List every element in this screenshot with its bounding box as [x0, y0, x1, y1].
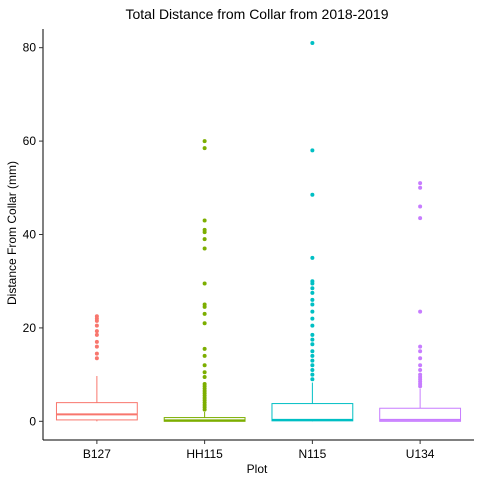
outlier-point: [310, 302, 315, 307]
outlier-point: [310, 148, 315, 153]
outlier-point: [310, 286, 315, 291]
outlier-point: [202, 363, 207, 368]
outlier-point: [310, 377, 315, 382]
outlier-point: [202, 227, 207, 232]
outlier-point: [310, 309, 315, 314]
outlier-point: [310, 297, 315, 302]
outlier-point: [418, 344, 423, 349]
outlier-point: [418, 372, 423, 377]
outlier-point: [202, 246, 207, 251]
outlier-point: [94, 314, 99, 319]
outlier-point: [202, 381, 207, 386]
outlier-point: [310, 349, 315, 354]
outlier-point: [310, 358, 315, 363]
outlier-point: [418, 356, 423, 361]
y-tick-label: 60: [23, 134, 37, 148]
outlier-point: [310, 363, 315, 368]
outlier-point: [202, 321, 207, 326]
outlier-point: [310, 290, 315, 295]
outlier-point: [94, 323, 99, 328]
outlier-point: [202, 370, 207, 375]
outlier-point: [202, 281, 207, 286]
box-U134: [379, 407, 462, 422]
outlier-point: [94, 329, 99, 334]
outlier-point: [418, 185, 423, 190]
outlier-point: [94, 339, 99, 344]
x-tick-label: B127: [83, 447, 111, 461]
outlier-point: [418, 204, 423, 209]
y-tick-label: 80: [23, 41, 37, 55]
outlier-point: [202, 218, 207, 223]
outlier-point: [310, 367, 315, 372]
outlier-point: [310, 41, 315, 46]
y-tick-label: 0: [29, 414, 36, 428]
box-B127: [55, 402, 138, 421]
y-tick-label: 20: [23, 321, 37, 335]
outlier-point: [202, 346, 207, 351]
outlier-point: [202, 374, 207, 379]
outlier-point: [418, 349, 423, 354]
outlier-point: [418, 367, 423, 372]
outlier-point: [202, 237, 207, 242]
outlier-point: [310, 316, 315, 321]
chart-title: Total Distance from Collar from 2018-201…: [125, 6, 388, 22]
outlier-point: [94, 356, 99, 361]
outlier-point: [310, 372, 315, 377]
x-tick-label: HH115: [186, 447, 223, 461]
outlier-point: [310, 332, 315, 337]
x-axis-label: Plot: [247, 462, 268, 476]
outlier-point: [202, 353, 207, 358]
outlier-point: [94, 344, 99, 349]
outlier-point: [418, 363, 423, 368]
plot-area: 0 20 40 60 80 B127 HH115 N115 U134: [23, 29, 474, 461]
outlier-point: [202, 302, 207, 307]
y-tick-label: 40: [23, 228, 37, 242]
outlier-point: [418, 181, 423, 186]
y-axis-label: Distance From Collar (mm): [5, 161, 19, 305]
x-tick-label: U134: [406, 447, 435, 461]
outlier-point: [418, 216, 423, 221]
outlier-point: [310, 353, 315, 358]
box-N115: [271, 403, 354, 422]
x-tick-label: N115: [298, 447, 326, 461]
outlier-point: [310, 192, 315, 197]
outlier-point: [94, 332, 99, 337]
outlier-point: [94, 351, 99, 356]
outlier-point: [418, 309, 423, 314]
outlier-point: [310, 342, 315, 347]
outlier-point: [202, 311, 207, 316]
outlier-point: [202, 146, 207, 151]
outlier-point: [202, 139, 207, 144]
outlier-point: [310, 279, 315, 284]
outlier-point: [310, 255, 315, 260]
outlier-point: [310, 323, 315, 328]
outlier-point: [310, 337, 315, 342]
